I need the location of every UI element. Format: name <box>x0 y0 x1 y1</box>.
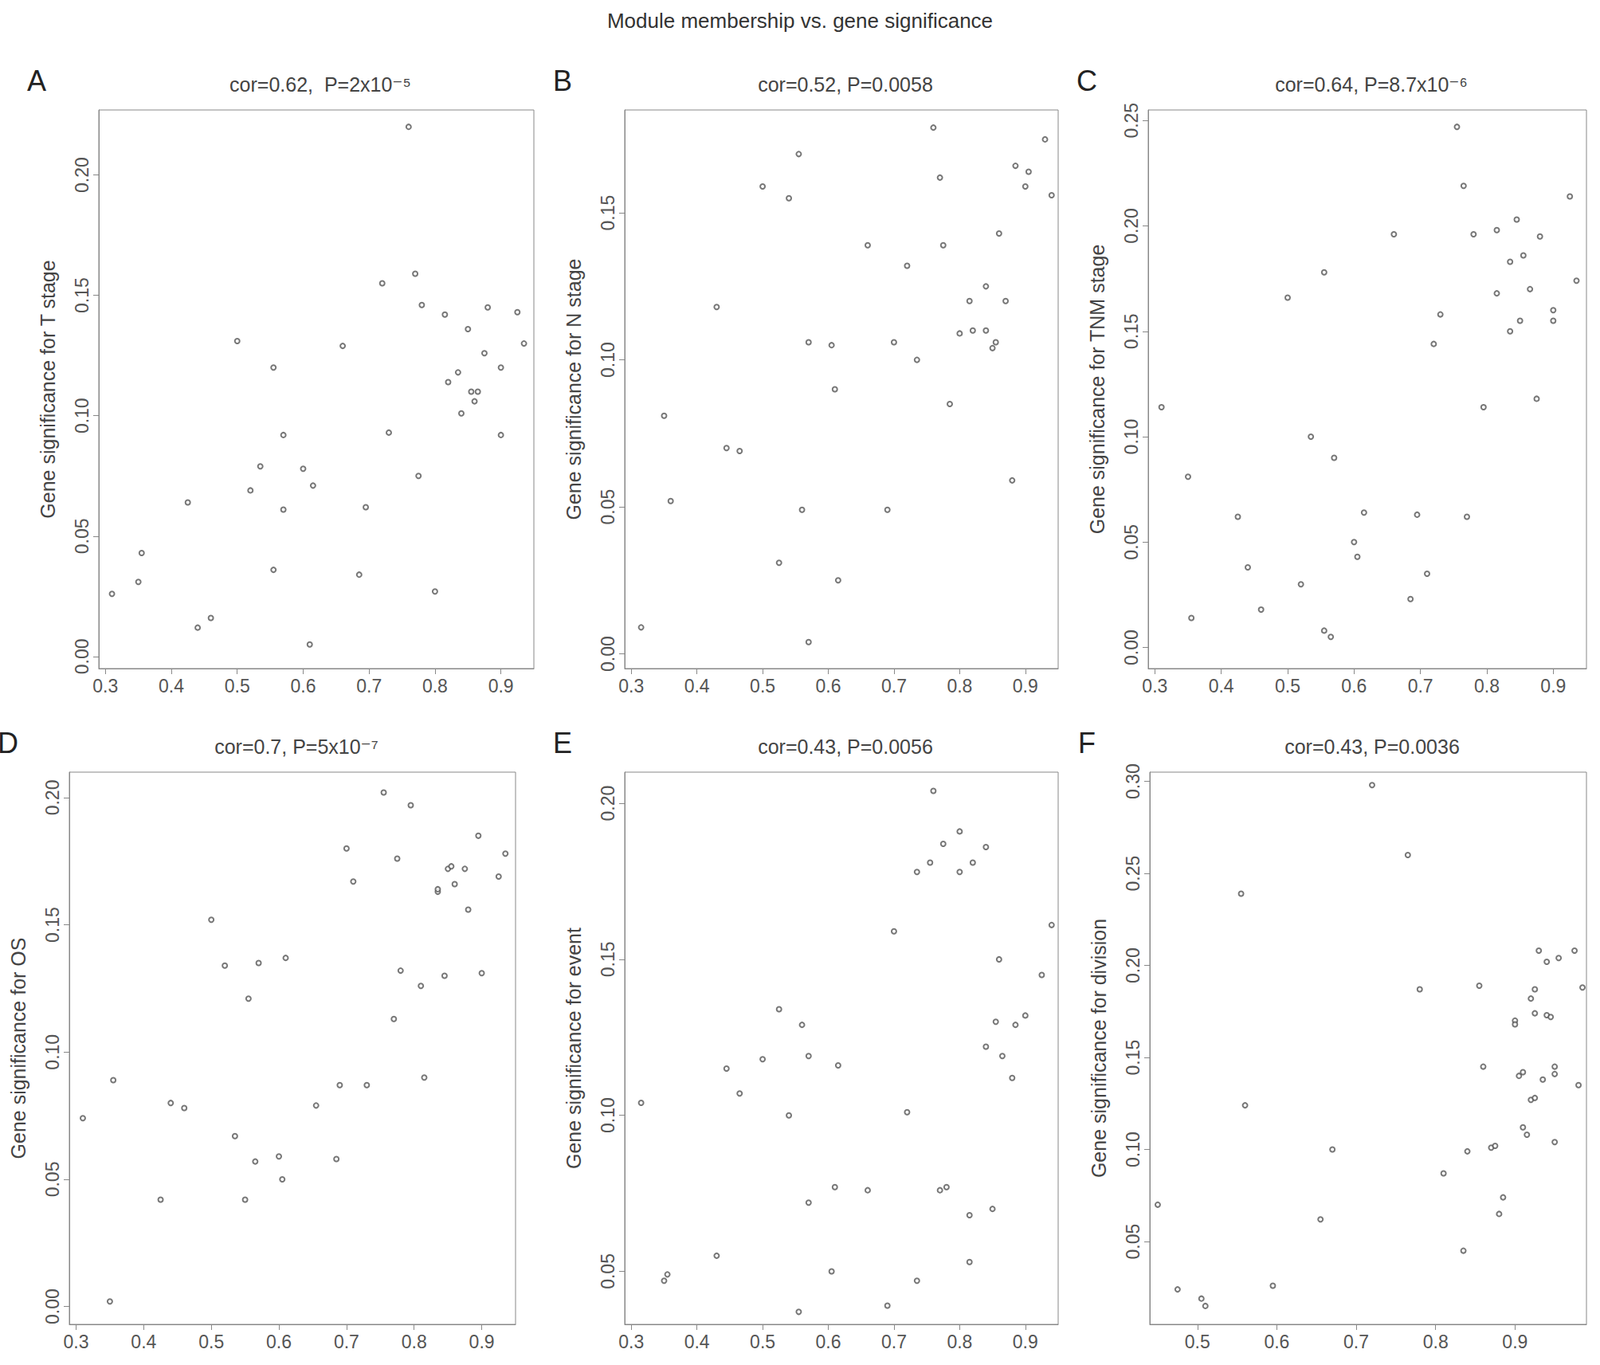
svg-text:0.7: 0.7 <box>1343 1331 1369 1353</box>
svg-text:0.6: 0.6 <box>290 675 316 697</box>
svg-text:0.10: 0.10 <box>42 1034 63 1071</box>
svg-text:0.7: 0.7 <box>1407 675 1434 697</box>
svg-text:Module membership vs. gene sig: Module membership vs. gene significance <box>607 8 993 33</box>
svg-text:0.00: 0.00 <box>1121 629 1142 666</box>
svg-text:0.4: 0.4 <box>684 675 710 697</box>
svg-text:0.20: 0.20 <box>42 780 63 816</box>
svg-text:D: D <box>0 726 19 760</box>
svg-text:0.7: 0.7 <box>881 1331 907 1353</box>
svg-text:cor=0.62, P=2x10⁻⁵: cor=0.62, P=2x10⁻⁵ <box>229 73 412 96</box>
svg-text:0.20: 0.20 <box>1122 947 1144 984</box>
svg-text:0.15: 0.15 <box>597 195 619 232</box>
svg-text:0.5: 0.5 <box>1274 675 1301 697</box>
svg-text:Gene significance for T stage: Gene significance for T stage <box>36 259 59 518</box>
svg-text:0.4: 0.4 <box>130 1331 157 1353</box>
svg-text:0.10: 0.10 <box>1122 1131 1144 1168</box>
svg-text:Gene significance for OS: Gene significance for OS <box>7 937 30 1160</box>
svg-text:0.15: 0.15 <box>597 941 619 978</box>
svg-text:0.5: 0.5 <box>224 675 251 697</box>
svg-text:0.6: 0.6 <box>1263 1331 1290 1353</box>
svg-text:0.9: 0.9 <box>1012 1331 1039 1353</box>
svg-text:Gene significance for N stage: Gene significance for N stage <box>562 258 585 521</box>
svg-text:0.6: 0.6 <box>1341 675 1367 697</box>
svg-text:0.5: 0.5 <box>198 1331 224 1353</box>
svg-text:cor=0.64, P=8.7x10⁻⁶: cor=0.64, P=8.7x10⁻⁶ <box>1274 73 1468 96</box>
svg-text:0.4: 0.4 <box>1208 675 1235 697</box>
svg-text:0.5: 0.5 <box>749 1331 776 1353</box>
svg-text:C: C <box>1076 64 1098 98</box>
svg-text:0.7: 0.7 <box>881 675 907 697</box>
svg-text:0.8: 0.8 <box>946 1331 973 1353</box>
svg-text:0.3: 0.3 <box>618 675 644 697</box>
svg-text:0.8: 0.8 <box>946 675 973 697</box>
svg-text:F: F <box>1078 726 1096 760</box>
svg-text:0.3: 0.3 <box>62 1331 89 1353</box>
svg-text:0.9: 0.9 <box>469 1331 495 1353</box>
svg-text:0.05: 0.05 <box>1121 524 1142 561</box>
svg-text:0.10: 0.10 <box>71 397 93 434</box>
svg-text:0.9: 0.9 <box>1540 675 1566 697</box>
svg-text:0.4: 0.4 <box>684 1331 710 1353</box>
svg-text:0.10: 0.10 <box>597 1097 619 1134</box>
svg-text:0.9: 0.9 <box>1501 1331 1528 1353</box>
svg-text:0.05: 0.05 <box>1122 1223 1144 1260</box>
svg-text:0.15: 0.15 <box>71 277 93 314</box>
svg-text:0.6: 0.6 <box>815 1331 842 1353</box>
svg-text:Gene significance for TNM stag: Gene significance for TNM stage <box>1086 244 1109 535</box>
svg-text:0.15: 0.15 <box>1122 1039 1144 1076</box>
svg-text:0.8: 0.8 <box>422 675 448 697</box>
svg-text:Gene significance for division: Gene significance for division <box>1087 918 1110 1178</box>
svg-text:0.4: 0.4 <box>158 675 185 697</box>
svg-text:0.6: 0.6 <box>815 675 842 697</box>
svg-text:0.00: 0.00 <box>71 639 93 675</box>
svg-text:0.20: 0.20 <box>1121 207 1142 244</box>
svg-text:0.8: 0.8 <box>1423 1331 1449 1353</box>
svg-text:0.9: 0.9 <box>488 675 514 697</box>
svg-text:0.20: 0.20 <box>597 785 619 822</box>
svg-text:0.5: 0.5 <box>1184 1331 1211 1353</box>
svg-text:0.9: 0.9 <box>1012 675 1039 697</box>
svg-text:0.7: 0.7 <box>356 675 382 697</box>
svg-text:0.00: 0.00 <box>597 635 619 672</box>
svg-text:0.8: 0.8 <box>401 1331 428 1353</box>
svg-text:0.3: 0.3 <box>1141 675 1168 697</box>
svg-text:cor=0.52, P=0.0058: cor=0.52, P=0.0058 <box>757 73 934 96</box>
svg-text:0.05: 0.05 <box>71 517 93 554</box>
svg-text:0.05: 0.05 <box>597 489 619 526</box>
svg-text:A: A <box>27 64 47 98</box>
svg-text:0.30: 0.30 <box>1122 763 1144 800</box>
svg-text:0.20: 0.20 <box>71 156 93 193</box>
svg-text:0.25: 0.25 <box>1121 102 1142 139</box>
svg-text:0.05: 0.05 <box>42 1161 63 1198</box>
svg-text:cor=0.43, P=0.0056: cor=0.43, P=0.0056 <box>757 735 934 758</box>
svg-text:0.10: 0.10 <box>1121 419 1142 455</box>
svg-text:B: B <box>552 64 573 98</box>
svg-text:0.25: 0.25 <box>1122 855 1144 892</box>
svg-text:0.7: 0.7 <box>333 1331 360 1353</box>
svg-text:cor=0.7, P=5x10⁻⁷: cor=0.7, P=5x10⁻⁷ <box>214 735 379 758</box>
svg-text:Gene significance for event: Gene significance for event <box>562 927 585 1169</box>
svg-text:0.6: 0.6 <box>266 1331 292 1353</box>
svg-text:0.15: 0.15 <box>42 906 63 943</box>
svg-text:0.00: 0.00 <box>42 1288 63 1325</box>
svg-text:0.3: 0.3 <box>618 1331 644 1353</box>
svg-text:0.10: 0.10 <box>597 341 619 378</box>
svg-text:cor=0.43, P=0.0036: cor=0.43, P=0.0036 <box>1284 735 1460 758</box>
svg-text:0.3: 0.3 <box>92 675 118 697</box>
svg-text:0.15: 0.15 <box>1121 313 1142 350</box>
svg-text:0.8: 0.8 <box>1474 675 1500 697</box>
svg-text:0.5: 0.5 <box>749 675 776 697</box>
svg-text:E: E <box>552 726 573 760</box>
svg-text:0.05: 0.05 <box>597 1253 619 1290</box>
